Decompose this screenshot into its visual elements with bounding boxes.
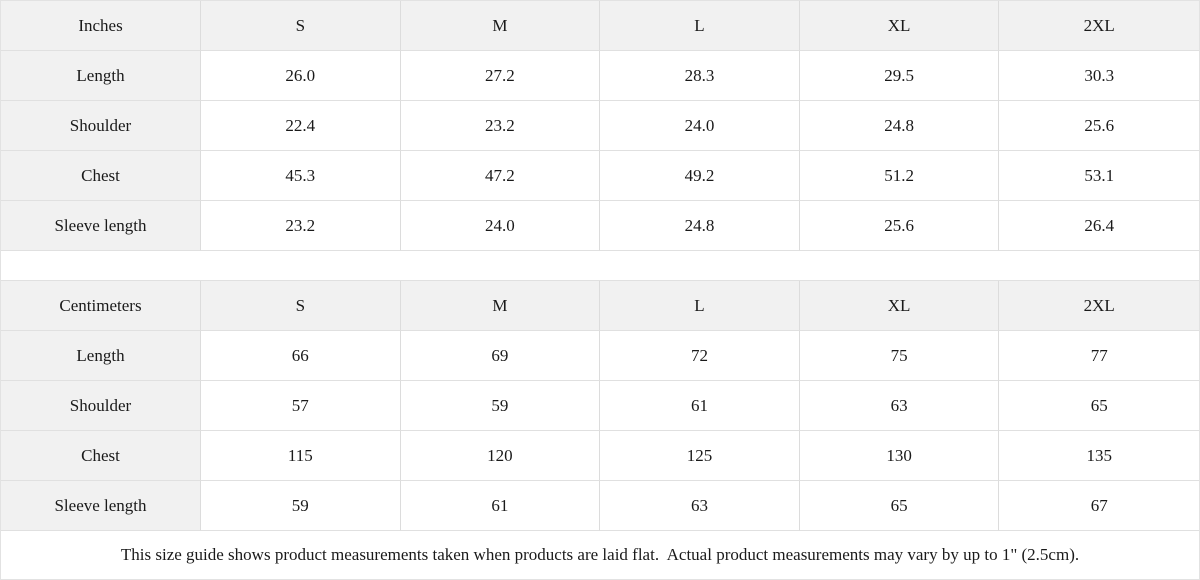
value-cell: 28.3 xyxy=(600,51,800,101)
value-cell: 24.8 xyxy=(799,101,1000,151)
value-cell: 53.1 xyxy=(999,151,1199,201)
value-cell: 75 xyxy=(799,331,1000,381)
value-cell: 115 xyxy=(201,431,401,481)
size-header-cell: M xyxy=(400,281,601,331)
size-header-cell: 2XL xyxy=(999,281,1199,331)
value-cell: 69 xyxy=(400,331,601,381)
value-cell: 67 xyxy=(999,481,1199,531)
table-spacer xyxy=(1,251,1199,281)
unit-header-cell: Inches xyxy=(1,1,201,51)
value-cell: 59 xyxy=(201,481,401,531)
row-label-cell: Sleeve length xyxy=(1,481,201,531)
value-cell: 25.6 xyxy=(999,101,1199,151)
size-header-cell: XL xyxy=(799,1,1000,51)
row-label-cell: Chest xyxy=(1,151,201,201)
value-cell: 65 xyxy=(999,381,1199,431)
row-label-cell: Length xyxy=(1,51,201,101)
value-cell: 61 xyxy=(400,481,601,531)
value-cell: 63 xyxy=(600,481,800,531)
value-cell: 23.2 xyxy=(201,201,401,251)
row-label-cell: Chest xyxy=(1,431,201,481)
value-cell: 77 xyxy=(999,331,1199,381)
value-cell: 63 xyxy=(799,381,1000,431)
value-cell: 27.2 xyxy=(400,51,601,101)
centimeters-table: Centimeters S M L XL 2XL Length 66 69 72… xyxy=(1,281,1199,531)
value-cell: 22.4 xyxy=(201,101,401,151)
value-cell: 26.0 xyxy=(201,51,401,101)
value-cell: 24.8 xyxy=(600,201,800,251)
value-cell: 25.6 xyxy=(799,201,1000,251)
value-cell: 49.2 xyxy=(600,151,800,201)
inches-table: Inches S M L XL 2XL Length 26.0 27.2 28.… xyxy=(1,1,1199,251)
size-header-cell: S xyxy=(201,281,401,331)
value-cell: 61 xyxy=(600,381,800,431)
row-label-cell: Sleeve length xyxy=(1,201,201,251)
value-cell: 29.5 xyxy=(799,51,1000,101)
value-cell: 45.3 xyxy=(201,151,401,201)
size-header-cell: M xyxy=(400,1,601,51)
row-label-cell: Shoulder xyxy=(1,101,201,151)
size-header-cell: 2XL xyxy=(999,1,1199,51)
value-cell: 26.4 xyxy=(999,201,1199,251)
row-label-cell: Length xyxy=(1,331,201,381)
value-cell: 59 xyxy=(400,381,601,431)
value-cell: 72 xyxy=(600,331,800,381)
value-cell: 65 xyxy=(799,481,1000,531)
value-cell: 120 xyxy=(400,431,601,481)
value-cell: 57 xyxy=(201,381,401,431)
size-header-cell: L xyxy=(600,281,800,331)
size-header-cell: XL xyxy=(799,281,1000,331)
unit-header-cell: Centimeters xyxy=(1,281,201,331)
size-header-cell: S xyxy=(201,1,401,51)
value-cell: 47.2 xyxy=(400,151,601,201)
row-label-cell: Shoulder xyxy=(1,381,201,431)
value-cell: 23.2 xyxy=(400,101,601,151)
size-guide-disclaimer: This size guide shows product measuremen… xyxy=(1,531,1199,579)
value-cell: 135 xyxy=(999,431,1199,481)
value-cell: 66 xyxy=(201,331,401,381)
value-cell: 125 xyxy=(600,431,800,481)
value-cell: 30.3 xyxy=(999,51,1199,101)
value-cell: 51.2 xyxy=(799,151,1000,201)
size-header-cell: L xyxy=(600,1,800,51)
value-cell: 130 xyxy=(799,431,1000,481)
value-cell: 24.0 xyxy=(600,101,800,151)
value-cell: 24.0 xyxy=(400,201,601,251)
